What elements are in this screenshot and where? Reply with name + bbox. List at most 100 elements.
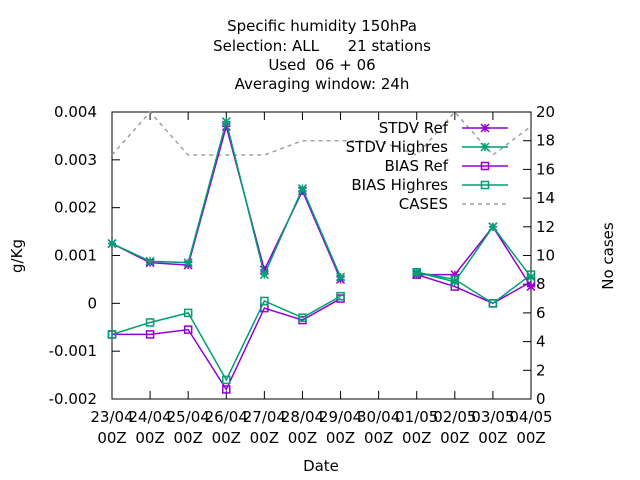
- series-bias-highres: [107, 267, 536, 385]
- x-tick-label-date: 24/04: [128, 408, 171, 426]
- y-tick-label: 0.002: [54, 199, 97, 217]
- x-tick-label-hour: 00Z: [173, 429, 202, 447]
- y-tick-label: 0.001: [54, 247, 97, 265]
- legend-label: STDV Highres: [346, 138, 449, 156]
- data-point-bias-ref: [222, 385, 231, 394]
- x-tick-label-hour: 00Z: [402, 429, 431, 447]
- data-point-stdv-highres: [145, 256, 155, 266]
- x-tick-label-hour: 00Z: [440, 429, 469, 447]
- series-line-stdv-ref: [111, 123, 342, 280]
- series-line-bias-highres: [416, 271, 532, 305]
- series-line-bias-ref: [112, 297, 341, 391]
- legend-entry-stdv-ref: STDV Ref: [379, 119, 508, 137]
- x-tick-label-hour: 00Z: [516, 429, 545, 447]
- y-tick-label: 0.003: [54, 151, 97, 169]
- title-line-2: Selection: ALL 21 stations: [213, 37, 431, 55]
- x-tick-label-hour: 00Z: [212, 429, 241, 447]
- x-tick-label-date: 30/04: [357, 408, 400, 426]
- x-tick-label-date: 28/04: [281, 408, 324, 426]
- y-tick-label: -0.002: [49, 390, 97, 408]
- legend-entry-bias-ref: BIAS Ref: [384, 157, 508, 175]
- x-tick-label-date: 25/04: [167, 408, 210, 426]
- y-tick-label: 0.004: [54, 103, 97, 121]
- x-tick-label-date: 04/05: [509, 408, 552, 426]
- data-point-stdv-highres: [221, 117, 231, 127]
- x-tick-label-hour: 00Z: [135, 429, 164, 447]
- data-point-stdv-highres: [297, 184, 307, 194]
- y2-tick-label: 8: [536, 275, 546, 293]
- data-point-bias-highres: [222, 375, 231, 385]
- y2-axis-label: No cases: [599, 222, 617, 290]
- legend-label: CASES: [399, 195, 448, 213]
- legend-marker: [480, 161, 490, 171]
- x-tick-label-hour: 00Z: [364, 429, 393, 447]
- x-tick-label-hour: 00Z: [288, 429, 317, 447]
- series-line-bias-ref: [416, 273, 532, 305]
- y2-tick-label: 4: [536, 333, 546, 351]
- data-point-bias-highres: [526, 270, 536, 279]
- y2-tick-label: 10: [536, 247, 555, 265]
- series-line-bias-highres: [111, 295, 341, 382]
- x-tick-label-hour: 00Z: [97, 429, 126, 447]
- data-point-stdv-highres: [336, 272, 346, 282]
- x-tick-label-date: 02/05: [433, 408, 476, 426]
- data-point-bias-highres: [412, 267, 421, 277]
- x-axis-label: Date: [303, 457, 339, 475]
- y2-tick-label: 6: [536, 304, 546, 322]
- x-tick-label-hour: 00Z: [250, 429, 279, 447]
- legend-label: BIAS Highres: [351, 176, 448, 194]
- x-tick-label-date: 23/04: [90, 408, 133, 426]
- x-tick-label-hour: 00Z: [326, 429, 355, 447]
- x-tick-label-hour: 00Z: [478, 429, 507, 447]
- legend-marker: [480, 123, 490, 133]
- legend-entry-bias-highres: BIAS Highres: [351, 176, 508, 194]
- legend-marker: [480, 180, 490, 190]
- y2-tick-label: 20: [536, 103, 555, 121]
- data-point-bias-highres: [298, 313, 307, 322]
- title-line-1: Specific humidity 150hPa: [227, 17, 417, 35]
- title-line-3: Used 06 + 06: [268, 56, 375, 74]
- plot-frame: [111, 111, 532, 400]
- y-axis-left: -0.002 -0.001 0 0.001 0.002 0.003 0.004: [49, 103, 120, 408]
- y2-tick-label: 18: [536, 132, 555, 150]
- x-axis: 23/0400Z24/0400Z25/0400Z26/0400Z27/0400Z…: [90, 112, 553, 447]
- y2-tick-label: 16: [536, 160, 555, 178]
- y-axis-label: g/Kg: [8, 239, 26, 273]
- y-tick-label: 0: [87, 294, 97, 312]
- data-point-stdv-highres: [107, 239, 117, 249]
- x-tick-label-date: 26/04: [205, 408, 248, 426]
- data-point-stdv-highres: [259, 270, 269, 280]
- data-point-bias-ref: [183, 325, 193, 334]
- data-point-stdv-highres: [488, 222, 498, 232]
- data-point-bias-highres: [145, 318, 155, 327]
- series-cases: [111, 110, 532, 157]
- x-tick-label-date: 03/05: [471, 408, 514, 426]
- legend-label: STDV Ref: [379, 119, 449, 137]
- y-tick-label: -0.001: [49, 342, 97, 360]
- y2-tick-label: 2: [536, 361, 546, 379]
- data-point-bias-highres: [260, 296, 269, 306]
- data-point-bias-highres: [488, 299, 498, 308]
- y-axis-right: 0 2 4 6 8 10 12 14 16 18 20: [523, 103, 555, 408]
- data-point-bias-highres: [450, 275, 460, 284]
- series-layer: [107, 110, 536, 394]
- legend-label: BIAS Ref: [384, 157, 448, 175]
- x-tick-label-date: 29/04: [319, 408, 362, 426]
- data-point-stdv-highres: [183, 258, 193, 268]
- x-tick-label-date: 01/05: [395, 408, 438, 426]
- y2-tick-label: 12: [536, 218, 555, 236]
- x-tick-label-date: 27/04: [243, 408, 286, 426]
- series-line-stdv-highres: [416, 225, 532, 283]
- data-point-bias-ref: [145, 330, 155, 339]
- legend-entry-cases: CASES: [399, 195, 508, 213]
- data-point-bias-highres: [107, 330, 117, 339]
- series-line-cases: [111, 110, 532, 157]
- series-stdv-highres: [107, 117, 536, 287]
- y2-tick-label: 14: [536, 189, 555, 207]
- data-point-bias-highres: [183, 308, 193, 318]
- legend-marker: [480, 142, 490, 152]
- data-point-bias-highres: [336, 291, 345, 301]
- legend-entry-stdv-highres: STDV Highres: [346, 138, 508, 156]
